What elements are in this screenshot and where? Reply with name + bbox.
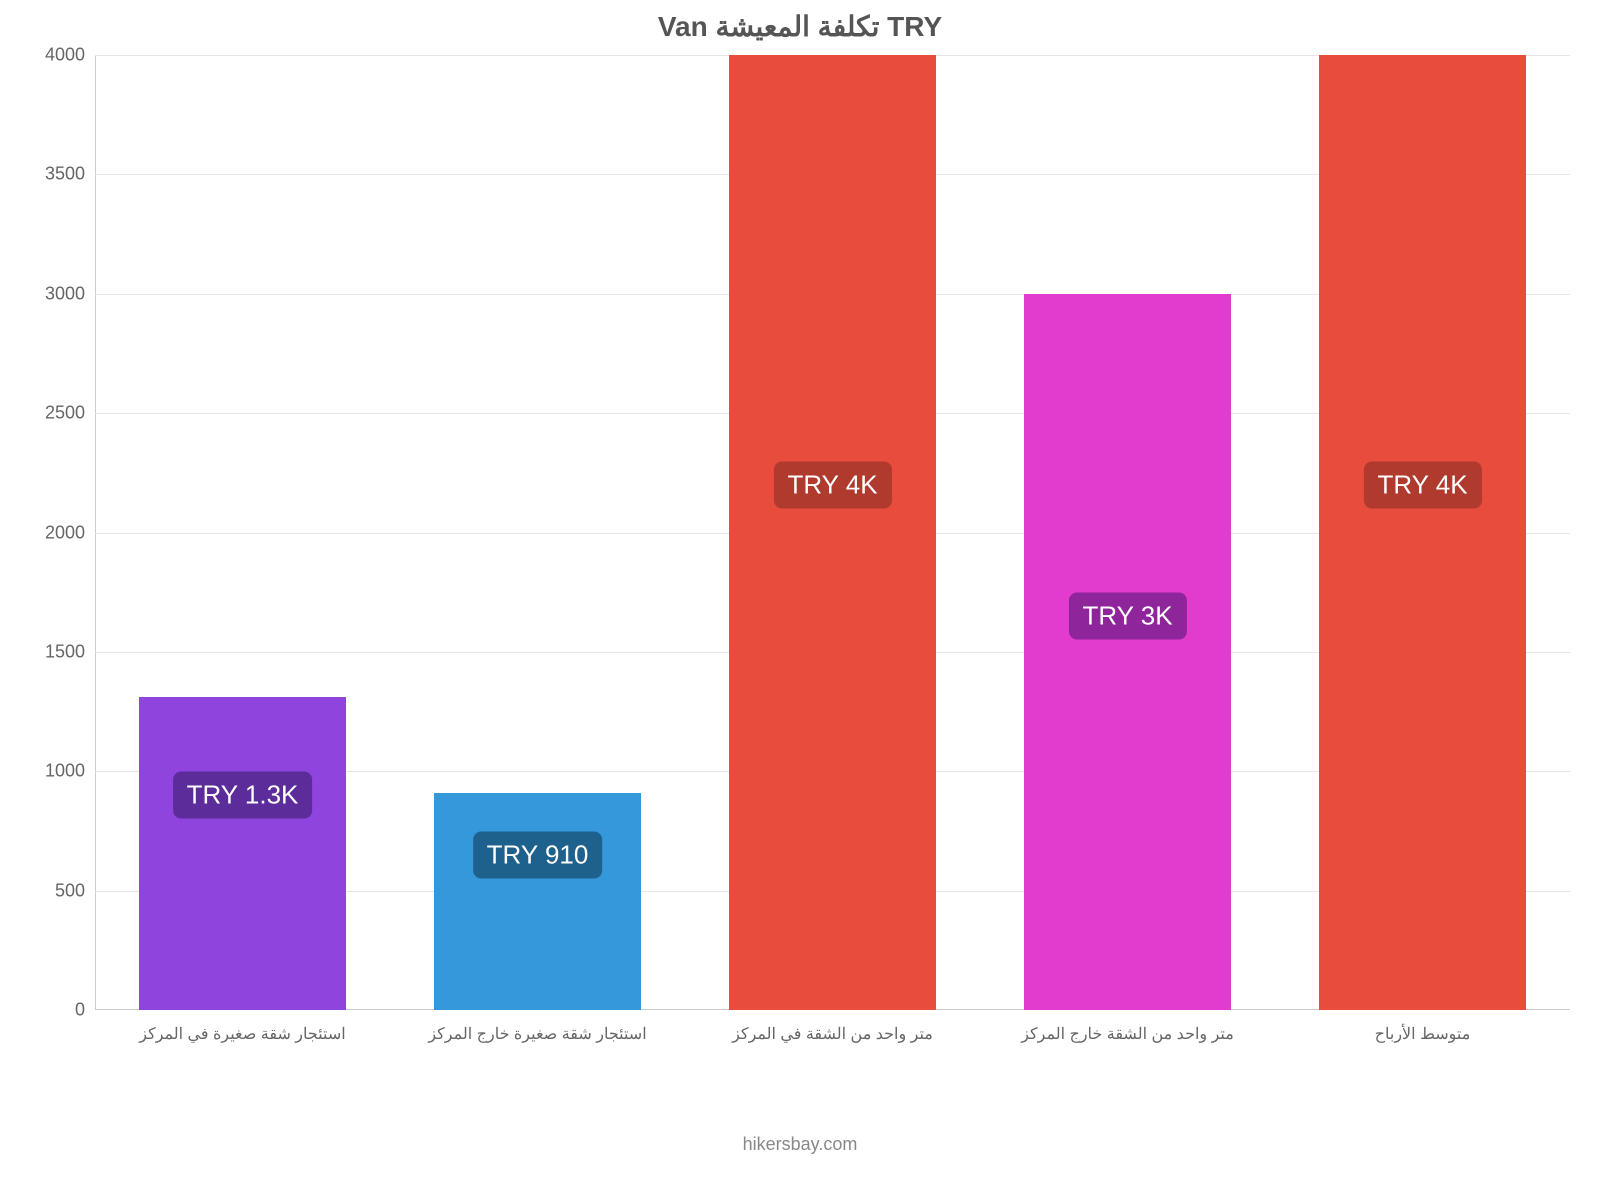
y-tick-label: 0 [75,1000,95,1021]
x-tick-label: متر واحد من الشقة في المركز [732,1010,933,1044]
x-tick-label: استئجار شقة صغيرة خارج المركز [428,1010,646,1044]
x-tick-label: استئجار شقة صغيرة في المركز [139,1010,345,1044]
x-tick-label: متر واحد من الشقة خارج المركز [1021,1010,1234,1044]
y-tick-label: 2500 [45,403,95,424]
bar-value-label: TRY 4K [1363,461,1481,508]
plot-area: 05001000150020002500300035004000استئجار … [95,55,1570,1010]
bar [139,697,346,1010]
x-tick-label: متوسط الأرباح [1375,1010,1471,1044]
y-tick-label: 1500 [45,641,95,662]
bar-value-label: TRY 1.3K [173,772,313,819]
bar [434,793,641,1010]
y-tick-label: 3000 [45,283,95,304]
bar [1319,55,1526,1010]
y-tick-label: 2000 [45,522,95,543]
y-tick-label: 4000 [45,45,95,66]
source-attribution: hikersbay.com [0,1134,1600,1155]
chart-container: Van تكلفة المعيشة TRY 050010001500200025… [0,0,1600,1200]
y-tick-label: 500 [55,880,95,901]
chart-title: Van تكلفة المعيشة TRY [0,10,1600,43]
bar [729,55,936,1010]
bar-value-label: TRY 910 [473,831,603,878]
y-tick-label: 3500 [45,164,95,185]
bar-value-label: TRY 4K [773,461,891,508]
y-tick-label: 1000 [45,761,95,782]
bar [1024,294,1231,1010]
bar-value-label: TRY 3K [1068,593,1186,640]
